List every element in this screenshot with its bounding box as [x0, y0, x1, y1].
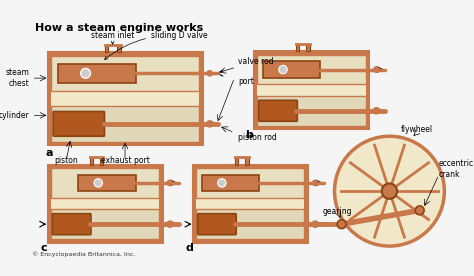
FancyBboxPatch shape	[245, 158, 249, 164]
FancyBboxPatch shape	[51, 209, 159, 239]
FancyBboxPatch shape	[90, 158, 93, 164]
Text: How a steam engine works: How a steam engine works	[35, 23, 203, 33]
FancyBboxPatch shape	[51, 168, 159, 198]
Text: port: port	[238, 77, 254, 86]
Circle shape	[219, 180, 225, 186]
Text: eccentric
crank: eccentric crank	[439, 160, 474, 179]
Circle shape	[218, 179, 226, 187]
Text: © Encyclopaedia Britannica, Inc.: © Encyclopaedia Britannica, Inc.	[32, 251, 135, 257]
FancyBboxPatch shape	[51, 56, 199, 142]
Circle shape	[207, 121, 213, 127]
Text: sliding D valve: sliding D valve	[105, 31, 208, 60]
Text: flywheel: flywheel	[401, 125, 433, 134]
Circle shape	[337, 220, 346, 229]
Text: a: a	[46, 148, 53, 158]
Circle shape	[95, 180, 101, 186]
Circle shape	[207, 71, 212, 76]
FancyBboxPatch shape	[196, 168, 304, 239]
FancyBboxPatch shape	[235, 158, 238, 164]
Text: exhaust port: exhaust port	[100, 156, 149, 165]
Text: steam
chest: steam chest	[6, 68, 30, 88]
Text: steam inlet: steam inlet	[91, 31, 134, 44]
FancyBboxPatch shape	[52, 214, 91, 235]
Circle shape	[335, 136, 444, 246]
Circle shape	[415, 206, 424, 215]
Circle shape	[312, 180, 318, 185]
Circle shape	[279, 65, 287, 74]
Circle shape	[373, 108, 379, 114]
Circle shape	[82, 70, 89, 77]
Circle shape	[280, 67, 286, 73]
FancyBboxPatch shape	[47, 164, 163, 243]
FancyBboxPatch shape	[51, 56, 199, 91]
Text: piston: piston	[54, 156, 78, 165]
FancyBboxPatch shape	[259, 100, 297, 121]
FancyBboxPatch shape	[118, 45, 121, 52]
Text: gearing: gearing	[322, 206, 352, 216]
FancyBboxPatch shape	[254, 51, 369, 129]
FancyBboxPatch shape	[198, 214, 236, 235]
FancyBboxPatch shape	[196, 209, 304, 239]
FancyBboxPatch shape	[51, 168, 159, 239]
FancyBboxPatch shape	[58, 63, 136, 83]
FancyBboxPatch shape	[53, 112, 104, 136]
Circle shape	[374, 67, 379, 72]
Circle shape	[382, 184, 397, 199]
FancyBboxPatch shape	[78, 175, 136, 191]
Text: cylinder: cylinder	[0, 111, 30, 120]
Circle shape	[312, 221, 318, 227]
FancyBboxPatch shape	[193, 164, 308, 243]
Text: valve rod: valve rod	[238, 57, 273, 66]
Circle shape	[167, 221, 173, 227]
FancyBboxPatch shape	[296, 44, 300, 51]
Text: d: d	[186, 243, 193, 253]
FancyBboxPatch shape	[306, 44, 310, 51]
FancyBboxPatch shape	[257, 55, 365, 84]
FancyBboxPatch shape	[105, 45, 108, 52]
FancyBboxPatch shape	[257, 96, 365, 126]
FancyBboxPatch shape	[196, 168, 304, 198]
FancyBboxPatch shape	[51, 106, 199, 142]
FancyBboxPatch shape	[100, 158, 103, 164]
FancyBboxPatch shape	[263, 61, 320, 78]
FancyBboxPatch shape	[257, 55, 365, 126]
Circle shape	[81, 68, 91, 78]
Text: b: b	[245, 130, 253, 140]
Circle shape	[167, 180, 173, 185]
FancyBboxPatch shape	[47, 52, 202, 145]
Text: piston rod: piston rod	[238, 133, 277, 142]
Text: c: c	[40, 243, 47, 253]
Circle shape	[94, 179, 102, 187]
FancyBboxPatch shape	[202, 175, 259, 191]
